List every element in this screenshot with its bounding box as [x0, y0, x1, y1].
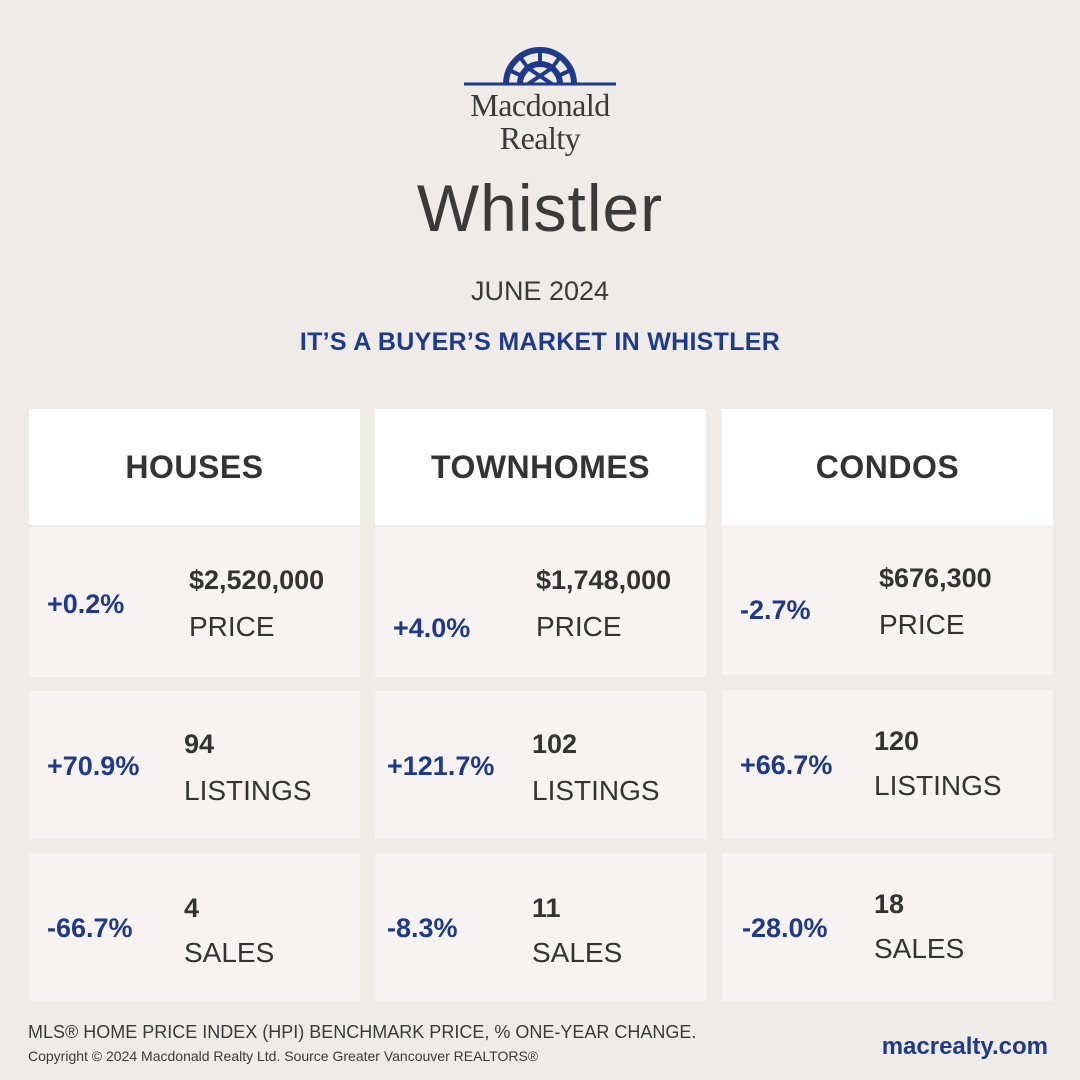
- listings-value: 102: [532, 729, 578, 759]
- column-townhomes: TOWNHOMES +4.0% $1,748,000 PRICE +121.7%…: [375, 409, 706, 1001]
- sales-card: -66.7% 4 SALES: [29, 853, 360, 1001]
- listings-change: +66.7%: [740, 750, 833, 780]
- listings-value: 120: [874, 726, 920, 756]
- listings-label: LISTINGS: [532, 775, 660, 806]
- price-card: -2.7% $676,300 PRICE: [722, 525, 1053, 675]
- price-label: PRICE: [189, 611, 275, 642]
- price-card: +4.0% $1,748,000 PRICE: [375, 527, 706, 677]
- price-card: +0.2% $2,520,000 PRICE: [29, 527, 360, 677]
- price-label: PRICE: [879, 609, 965, 640]
- listings-value: 94: [184, 729, 215, 759]
- brand-name-line1: Macdonald: [470, 87, 610, 123]
- sales-label: SALES: [874, 933, 965, 964]
- column-title: CONDOS: [722, 409, 1053, 525]
- listings-change: +121.7%: [387, 751, 495, 781]
- website-link[interactable]: macrealty.com: [881, 1033, 1048, 1060]
- column-houses: HOUSES +0.2% $2,520,000 PRICE +70.9% 94 …: [29, 409, 360, 1001]
- sunburst-arch-icon: [464, 47, 616, 86]
- methodology-note: MLS® HOME PRICE INDEX (HPI) BENCHMARK PR…: [28, 1022, 697, 1042]
- price-label: PRICE: [536, 611, 622, 642]
- brand-logo: Macdonald Realty: [440, 40, 640, 165]
- listings-card: +70.9% 94 LISTINGS: [29, 691, 360, 839]
- sales-label: SALES: [184, 937, 275, 968]
- listings-label: LISTINGS: [184, 775, 312, 806]
- copyright-text: Copyright © 2024 Macdonald Realty Ltd. S…: [28, 1048, 539, 1064]
- sales-change: -28.0%: [742, 913, 828, 943]
- market-headline: IT’S A BUYER’S MARKET IN WHISTLER: [299, 328, 781, 356]
- sales-value: 18: [874, 889, 905, 919]
- sales-change: -8.3%: [387, 913, 458, 943]
- listings-card: +66.7% 120 LISTINGS: [722, 690, 1053, 839]
- listings-card: +121.7% 102 LISTINGS: [375, 691, 706, 839]
- column-title: TOWNHOMES: [375, 409, 706, 525]
- sales-card: -28.0% 18 SALES: [722, 853, 1053, 1001]
- sales-label: SALES: [532, 937, 623, 968]
- price-change: +0.2%: [47, 589, 125, 619]
- price-value: $676,300: [879, 563, 992, 593]
- sales-card: -8.3% 11 SALES: [375, 853, 706, 1001]
- price-change: +4.0%: [393, 613, 471, 643]
- price-change: -2.7%: [740, 595, 811, 625]
- price-value: $2,520,000: [189, 565, 325, 595]
- column-title: HOUSES: [29, 409, 360, 525]
- sales-value: 11: [532, 893, 561, 923]
- price-value: $1,748,000: [536, 565, 672, 595]
- sales-change: -66.7%: [47, 913, 133, 943]
- brand-name-line2: Realty: [499, 120, 581, 156]
- listings-label: LISTINGS: [874, 770, 1002, 801]
- city-title: Whistler: [416, 171, 664, 245]
- report-date: JUNE 2024: [470, 276, 610, 306]
- sales-value: 4: [184, 893, 200, 923]
- listings-change: +70.9%: [47, 751, 140, 781]
- column-condos: CONDOS -2.7% $676,300 PRICE +66.7% 120 L…: [722, 409, 1053, 1001]
